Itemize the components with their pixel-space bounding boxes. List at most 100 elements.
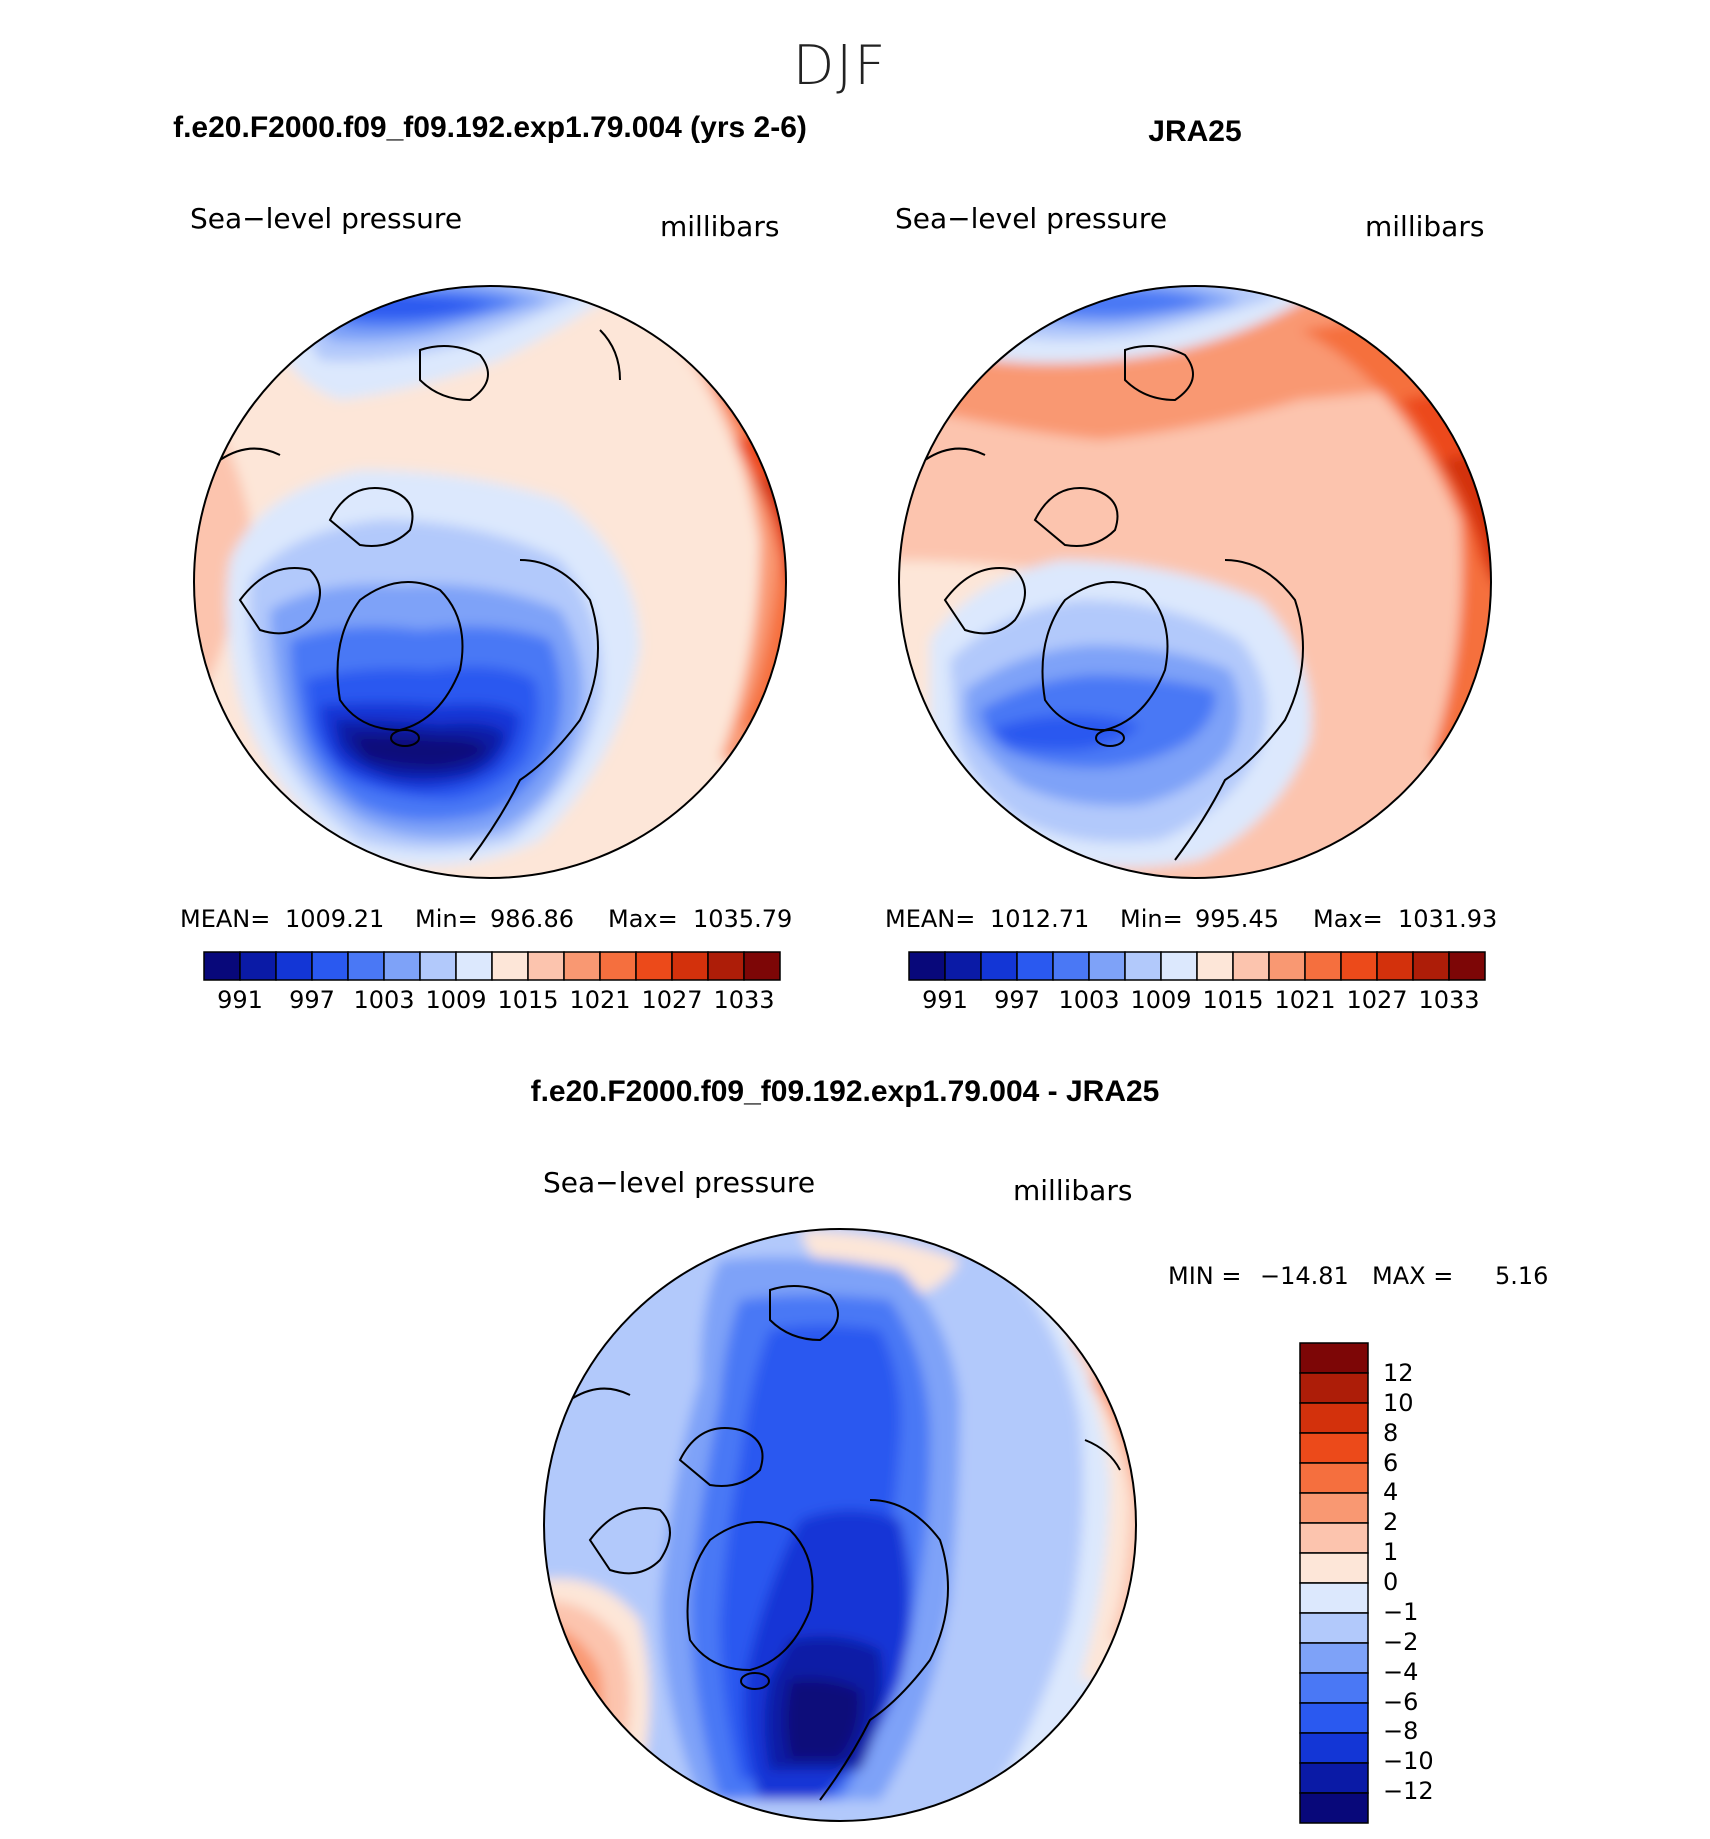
panel-diff-min-label: MIN = — [1168, 1262, 1241, 1290]
panel-model-colorbar-swatch — [671, 951, 709, 981]
panel-diff-colorbar — [1299, 1342, 1369, 1824]
panel-diff-variable: Sea−level pressure — [543, 1166, 815, 1199]
panel-diff-max-value: 5.16 — [1495, 1262, 1548, 1290]
panel-diff-colorbar-label: −6 — [1383, 1688, 1418, 1716]
panel-diff-colorbar-swatch — [1299, 1492, 1369, 1524]
panel-diff-colorbar-label: −2 — [1383, 1628, 1418, 1656]
panel-obs-colorbar-swatch — [1088, 951, 1126, 981]
panel-model-colorbar-label: 1027 — [641, 986, 702, 1014]
panel-model-colorbar-swatch — [275, 951, 313, 981]
panel-diff-map — [544, 1229, 1136, 1821]
panel-model-colorbar-swatch — [599, 951, 637, 981]
panel-diff-colorbar-label: −10 — [1383, 1747, 1434, 1775]
panel-obs-colorbar-labels: 991 997 1003 1009 1015 1021 1027 1033 — [922, 986, 1479, 1014]
panel-obs-colorbar-label: 997 — [994, 986, 1040, 1014]
panel-diff-colorbar-swatch — [1299, 1402, 1369, 1434]
panel-model-colorbar-swatch — [203, 951, 241, 981]
panel-model-max-label: Max= — [608, 905, 678, 933]
panel-obs-colorbar-swatch — [1016, 951, 1054, 981]
panel-diff-colorbar-swatch — [1299, 1582, 1369, 1614]
panel-obs-colorbar-swatch — [1340, 951, 1378, 981]
panel-model-colorbar-label: 997 — [289, 986, 335, 1014]
panel-model-units: millibars — [660, 210, 779, 243]
panel-model-mean-label: MEAN= — [180, 905, 270, 933]
panel-model-colorbar-label: 1015 — [497, 986, 558, 1014]
panel-obs-colorbar-label: 1033 — [1418, 986, 1479, 1014]
panel-model-mean-value: 1009.21 — [285, 905, 384, 933]
panel-model-colorbar-label: 1009 — [425, 986, 486, 1014]
panel-diff-colorbar-label: 1 — [1383, 1538, 1398, 1566]
panel-diff-colorbar-label: 2 — [1383, 1508, 1398, 1536]
panel-diff-colorbar-labels: 12 10 8 6 4 2 1 0 −1 −2 −4 −6 −8 −10 −12 — [1383, 1359, 1434, 1805]
panel-model-min-label: Min= — [415, 905, 478, 933]
panel-model-colorbar-swatch — [347, 951, 385, 981]
panel-diff-colorbar-swatch — [1299, 1672, 1369, 1704]
panel-model-colorbar-swatch — [383, 951, 421, 981]
panel-diff-colorbar-swatch — [1299, 1552, 1369, 1584]
panel-obs-units: millibars — [1365, 210, 1484, 243]
panel-diff-colorbar-swatch — [1299, 1762, 1369, 1794]
panel-diff-case-title: f.e20.F2000.f09_f09.192.exp1.79.004 - JR… — [531, 1075, 1160, 1108]
panel-diff-colorbar-swatch — [1299, 1522, 1369, 1554]
panel-obs-colorbar — [908, 951, 1486, 981]
panel-diff-colorbar-label: 4 — [1383, 1478, 1398, 1506]
panel-obs-colorbar-swatch — [908, 951, 946, 981]
panel-diff-colorbar-label: −8 — [1383, 1717, 1418, 1745]
panel-obs-colorbar-swatch — [1232, 951, 1270, 981]
panel-obs-mean-label: MEAN= — [885, 905, 975, 933]
panel-obs-colorbar-swatch — [1160, 951, 1198, 981]
panel-diff-colorbar-swatch — [1299, 1342, 1369, 1374]
panel-diff-min-value: −14.81 — [1260, 1262, 1349, 1290]
panel-model-colorbar-swatch — [563, 951, 601, 981]
panel-obs-case-title: JRA25 — [1148, 115, 1241, 148]
panel-diff-colorbar-label: 6 — [1383, 1449, 1398, 1477]
panel-obs-colorbar-swatch — [1196, 951, 1234, 981]
panel-model-colorbar-swatch — [527, 951, 565, 981]
panel-diff-colorbar-label: 0 — [1383, 1568, 1398, 1596]
panel-model-colorbar-swatch — [311, 951, 349, 981]
panel-diff-units: millibars — [1013, 1174, 1132, 1207]
panel-obs-colorbar-label: 1027 — [1346, 986, 1407, 1014]
panel-obs-variable: Sea−level pressure — [895, 202, 1167, 235]
season-title: DJF — [793, 34, 888, 97]
panel-obs-colorbar-swatch — [1412, 951, 1450, 981]
panel-model-map — [194, 286, 786, 878]
panel-obs-colorbar-label: 1015 — [1202, 986, 1263, 1014]
panel-obs-max-label: Max= — [1313, 905, 1383, 933]
panel-model-colorbar-swatch — [491, 951, 529, 981]
panel-model-colorbar-labels: 991 997 1003 1009 1015 1021 1027 1033 — [217, 986, 774, 1014]
panel-diff-map-border — [543, 1228, 1137, 1822]
panel-obs-colorbar-swatch — [1448, 951, 1486, 981]
panel-diff-colorbar-swatch — [1299, 1372, 1369, 1404]
panel-obs-colorbar-label: 1009 — [1130, 986, 1191, 1014]
panel-model-colorbar-swatch — [419, 951, 457, 981]
panel-model-colorbar-swatch — [635, 951, 673, 981]
panel-obs-mean-value: 1012.71 — [990, 905, 1089, 933]
panel-model-max-value: 1035.79 — [693, 905, 792, 933]
panel-model-colorbar-swatch — [239, 951, 277, 981]
panel-model-case-title: f.e20.F2000.f09_f09.192.exp1.79.004 (yrs… — [173, 111, 807, 144]
panel-obs-colorbar-swatch — [1124, 951, 1162, 981]
panel-diff-colorbar-swatch — [1299, 1732, 1369, 1764]
panel-model-colorbar-swatch — [707, 951, 745, 981]
panel-obs-colorbar-label: 1003 — [1058, 986, 1119, 1014]
panel-model-colorbar-label: 1021 — [569, 986, 630, 1014]
panel-diff-colorbar-label: 12 — [1383, 1359, 1414, 1387]
panel-model-min-value: 986.86 — [490, 905, 574, 933]
panel-diff-colorbar-label: −4 — [1383, 1658, 1418, 1686]
panel-model-colorbar-label: 1003 — [353, 986, 414, 1014]
panel-model-colorbar-label: 991 — [217, 986, 263, 1014]
panel-obs-map-border — [898, 285, 1492, 879]
panel-diff-colorbar-label: 8 — [1383, 1419, 1398, 1447]
panel-obs-colorbar-swatch — [1304, 951, 1342, 981]
panel-diff-colorbar-label: −12 — [1383, 1777, 1434, 1805]
panel-model-colorbar — [203, 951, 781, 981]
panel-obs-max-value: 1031.93 — [1398, 905, 1497, 933]
panel-diff-colorbar-label: 10 — [1383, 1389, 1414, 1417]
panel-diff-colorbar-swatch — [1299, 1642, 1369, 1674]
panel-obs-colorbar-swatch — [1268, 951, 1306, 981]
panel-model: f.e20.F2000.f09_f09.192.exp1.79.004 (yrs… — [173, 111, 807, 1014]
panel-obs-map — [899, 286, 1491, 878]
panel-obs-min-value: 995.45 — [1195, 905, 1279, 933]
